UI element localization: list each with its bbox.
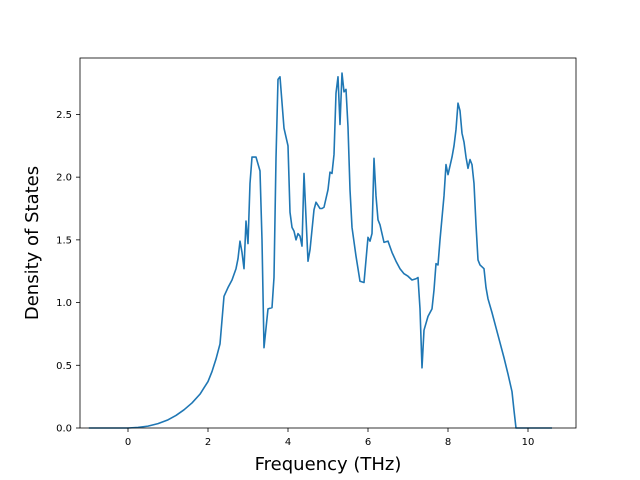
- x-tick-label: 10: [522, 437, 535, 448]
- x-axis-ticks: 0 2 4 6 8 10: [125, 428, 535, 448]
- x-tick-label: 2: [205, 437, 211, 448]
- dos-series-line: [88, 72, 552, 429]
- y-axis-ticks: 0.0 0.5 1.0 1.5 2.0 2.5: [56, 110, 80, 435]
- x-tick-label: 6: [365, 437, 371, 448]
- x-tick-label: 4: [285, 437, 291, 448]
- y-tick-label: 2.5: [56, 110, 72, 121]
- x-tick-label: 0: [125, 437, 131, 448]
- y-tick-label: 0.5: [56, 361, 72, 372]
- y-tick-label: 1.5: [56, 235, 72, 246]
- x-axis-label: Frequency (THz): [255, 454, 402, 475]
- y-tick-label: 1.0: [56, 298, 72, 309]
- x-tick-label: 8: [445, 437, 451, 448]
- y-tick-label: 2.0: [56, 173, 72, 184]
- axes-frame: [79, 57, 577, 429]
- y-axis-label: Density of States: [22, 166, 43, 320]
- y-tick-label: 0.0: [56, 424, 72, 435]
